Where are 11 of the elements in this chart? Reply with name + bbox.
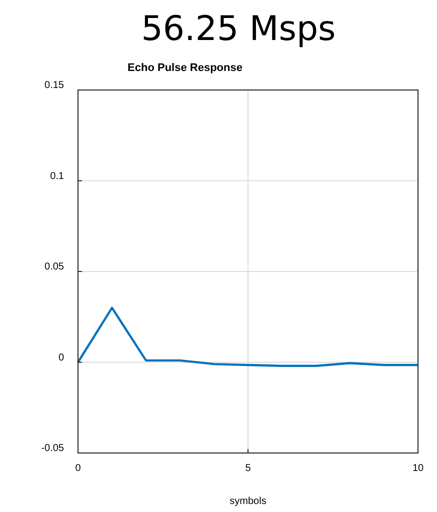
y-tick-label: 0 — [58, 352, 64, 364]
x-axis-title: symbols — [230, 496, 266, 507]
chart-title: 56.25 Msps — [141, 9, 336, 49]
y-tick-label: -0.05 — [41, 443, 64, 454]
y-tick-label: 0.15 — [44, 80, 64, 91]
x-tick-label: 10 — [412, 463, 424, 474]
chart-subtitle: Echo Pulse Response — [128, 62, 242, 74]
x-tick-label: 5 — [245, 463, 252, 474]
y-tick-label: 0.1 — [50, 170, 64, 182]
y-tick-label: 0.05 — [44, 262, 64, 272]
x-tick-label: 0 — [75, 463, 82, 474]
